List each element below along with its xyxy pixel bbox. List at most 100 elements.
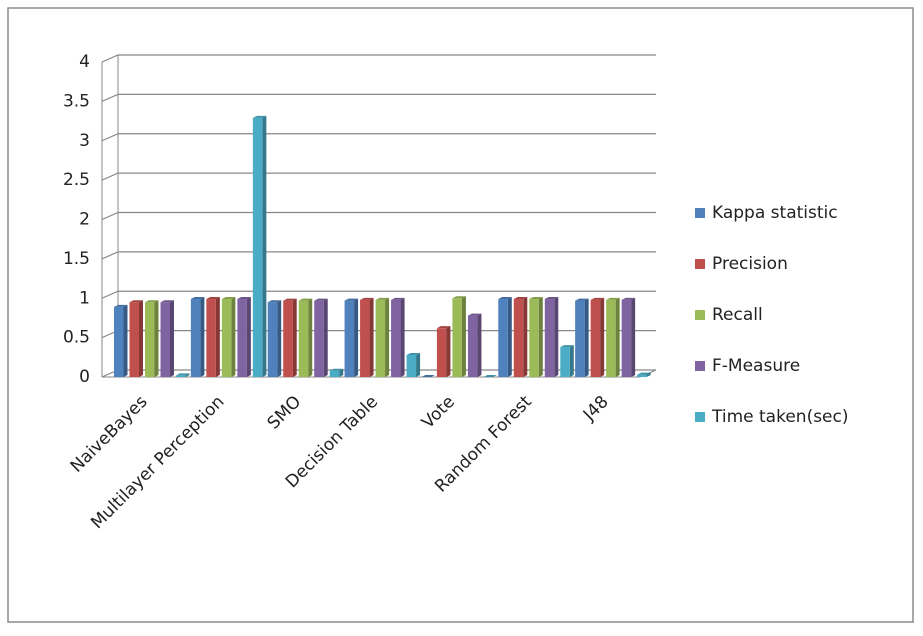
bar bbox=[314, 300, 324, 377]
bar-top bbox=[452, 296, 466, 299]
y-tick-label: 0 bbox=[79, 367, 90, 387]
legend-label: Precision bbox=[712, 254, 788, 274]
bar-side bbox=[339, 368, 344, 377]
bar-top bbox=[344, 298, 359, 301]
bar-top bbox=[529, 297, 543, 300]
bar-top bbox=[160, 300, 174, 303]
bar bbox=[436, 328, 447, 377]
bar-side bbox=[292, 298, 297, 377]
bar-side bbox=[354, 298, 359, 377]
bar-side bbox=[615, 297, 620, 377]
bar-top bbox=[176, 373, 190, 376]
bar bbox=[575, 300, 585, 377]
bar-top bbox=[283, 298, 297, 301]
bar bbox=[145, 302, 155, 377]
y-tick-label: 0.5 bbox=[63, 328, 90, 348]
bar-top bbox=[483, 375, 497, 377]
bar-top bbox=[590, 297, 605, 300]
bar bbox=[560, 347, 570, 377]
bar-side bbox=[631, 297, 636, 377]
bar bbox=[467, 315, 478, 377]
bar bbox=[375, 299, 386, 377]
bar-top bbox=[329, 368, 344, 371]
bar bbox=[606, 299, 616, 377]
legend-swatch bbox=[695, 361, 705, 371]
y-tick-label: 3.5 bbox=[63, 91, 90, 111]
bar-top bbox=[544, 297, 559, 300]
bar-side bbox=[369, 297, 374, 377]
bar bbox=[221, 299, 232, 377]
bar-top bbox=[375, 297, 390, 300]
bar-side bbox=[400, 297, 405, 377]
grid-line bbox=[101, 290, 656, 299]
bar-top bbox=[391, 297, 405, 300]
bar-side bbox=[215, 297, 220, 377]
bar-top bbox=[190, 297, 205, 300]
bar bbox=[344, 300, 355, 377]
bar bbox=[391, 299, 401, 377]
bar-side bbox=[554, 297, 559, 377]
bar-side bbox=[123, 304, 128, 377]
legend-label: F-Measure bbox=[712, 356, 800, 376]
legend-label: Kappa statistic bbox=[712, 203, 838, 223]
bar bbox=[406, 354, 417, 377]
legend-swatch bbox=[695, 310, 705, 320]
bar-top bbox=[606, 297, 620, 300]
bar-top bbox=[575, 298, 589, 301]
legend-label: Recall bbox=[712, 305, 763, 325]
bar-side bbox=[231, 297, 236, 377]
y-tick-label: 4 bbox=[79, 52, 90, 72]
bar-side bbox=[185, 373, 190, 377]
grid-line bbox=[101, 172, 656, 181]
bar bbox=[129, 302, 139, 377]
bar-side bbox=[446, 326, 451, 377]
bar-side bbox=[416, 352, 421, 377]
bar bbox=[498, 299, 508, 377]
bar-top bbox=[237, 297, 251, 300]
bar-top bbox=[267, 300, 282, 303]
bar-side bbox=[323, 298, 328, 377]
bar-side bbox=[277, 300, 282, 377]
bar-top bbox=[406, 352, 421, 355]
bar-side bbox=[139, 300, 143, 377]
bar bbox=[452, 298, 462, 377]
bar bbox=[637, 374, 647, 377]
grid-line bbox=[101, 211, 656, 221]
bar-top bbox=[114, 304, 128, 307]
bar-side bbox=[538, 297, 543, 377]
bar-side bbox=[569, 345, 574, 377]
bar bbox=[206, 299, 216, 377]
bar-top bbox=[145, 300, 159, 303]
bar bbox=[237, 299, 247, 377]
bar-top bbox=[467, 313, 482, 316]
bar bbox=[329, 370, 340, 377]
bar bbox=[252, 117, 263, 377]
bar-side bbox=[523, 297, 528, 377]
bar-top bbox=[221, 297, 236, 300]
bar-top bbox=[298, 298, 313, 301]
bar-top bbox=[206, 297, 220, 300]
grid-line bbox=[101, 133, 656, 142]
bar bbox=[160, 302, 170, 377]
bar bbox=[114, 306, 124, 377]
bar bbox=[513, 299, 524, 377]
bar bbox=[544, 299, 555, 377]
bar-side bbox=[600, 297, 605, 377]
bar-top bbox=[436, 326, 451, 329]
bar-top bbox=[421, 375, 435, 377]
bar bbox=[360, 299, 370, 377]
bar-side bbox=[584, 298, 589, 377]
bar-side bbox=[461, 296, 466, 377]
bar-top bbox=[314, 298, 328, 301]
y-tick-label: 1 bbox=[79, 288, 90, 308]
y-tick-label: 1.5 bbox=[63, 249, 90, 269]
legend-label: Time taken(sec) bbox=[711, 407, 849, 427]
bar-side bbox=[262, 115, 267, 377]
bar-side bbox=[200, 297, 205, 377]
bar-top bbox=[621, 297, 636, 300]
grid-line bbox=[101, 251, 656, 260]
y-tick-label: 2.5 bbox=[63, 170, 90, 190]
legend-swatch bbox=[695, 259, 705, 269]
bar-side bbox=[477, 313, 482, 377]
